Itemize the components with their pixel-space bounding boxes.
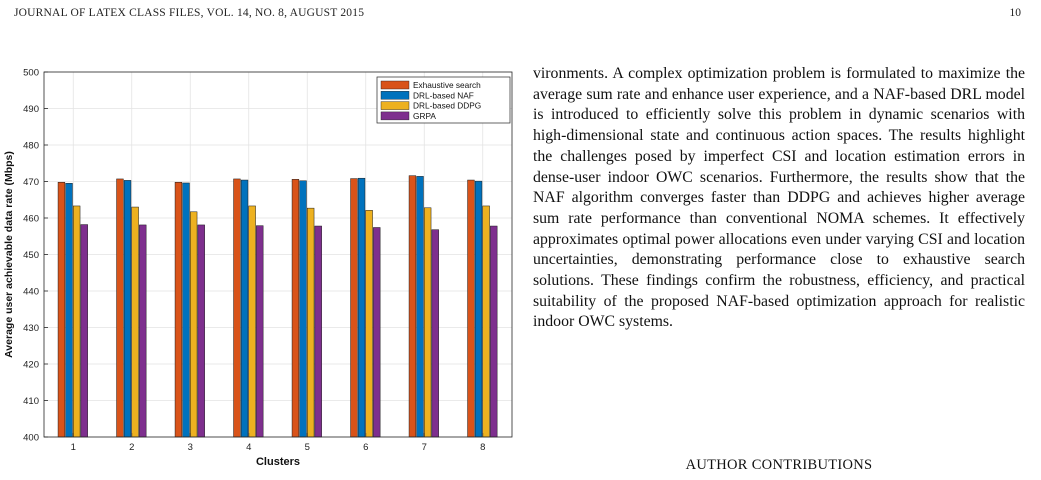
running-header: JOURNAL OF LATEX CLASS FILES, VOL. 14, N… bbox=[14, 7, 365, 19]
bar-drl-based-naf-cluster-1 bbox=[65, 183, 73, 438]
bar-drl-based-naf-cluster-2 bbox=[123, 180, 132, 438]
section-heading: AUTHOR CONTRIBUTIONS bbox=[685, 457, 873, 473]
legend-label: Exhaustive search bbox=[413, 80, 481, 90]
bar-chart: 400 410 420 430 440 450 460 470 480 490 500 1 2 3 4 5 6 7… bbox=[3, 68, 513, 468]
y-axis-label: Average user achievable data rate (Mbps) bbox=[3, 151, 15, 358]
legend-swatch bbox=[380, 101, 410, 110]
y-tick-label: 460 bbox=[23, 214, 39, 225]
bar-drl-based-ddpg-cluster-4 bbox=[248, 205, 256, 438]
bar-exhaustive-search-cluster-4 bbox=[233, 178, 241, 438]
bar-grpa-cluster-8 bbox=[490, 225, 498, 438]
bar-drl-based-naf-cluster-4 bbox=[240, 179, 249, 438]
bar-drl-based-ddpg-cluster-6 bbox=[365, 210, 373, 438]
y-tick-label: 480 bbox=[23, 141, 39, 152]
bar-grpa-cluster-3 bbox=[197, 224, 205, 438]
y-tick-label: 440 bbox=[23, 287, 39, 298]
y-tick-label: 490 bbox=[23, 104, 39, 115]
bar-drl-based-ddpg-cluster-7 bbox=[424, 207, 432, 438]
bar-drl-based-ddpg-cluster-2 bbox=[131, 206, 139, 438]
bar-grpa-cluster-1 bbox=[80, 224, 88, 438]
bar-drl-based-ddpg-cluster-3 bbox=[190, 211, 198, 438]
x-tick-label: 6 bbox=[363, 442, 368, 453]
x-tick-label: 5 bbox=[305, 442, 310, 453]
bar-drl-based-naf-cluster-8 bbox=[474, 180, 483, 438]
legend-label: DRL-based DDPG bbox=[413, 101, 481, 111]
bar-drl-based-ddpg-cluster-8 bbox=[482, 205, 490, 438]
bar-drl-based-naf-cluster-5 bbox=[299, 180, 307, 438]
body-paragraph: vironments. A complex optimization probl… bbox=[533, 65, 1025, 331]
bar-exhaustive-search-cluster-1 bbox=[57, 181, 66, 438]
bar-chart-figure: 400 410 420 430 440 450 460 470 480 490 500 1 2 3 4 5 6 7… bbox=[0, 56, 520, 480]
y-tick-label: 410 bbox=[23, 396, 39, 407]
bar-exhaustive-search-cluster-6 bbox=[350, 178, 358, 438]
x-axis-label: Clusters bbox=[256, 456, 300, 468]
bar-grpa-cluster-6 bbox=[373, 227, 381, 438]
bar-exhaustive-search-cluster-5 bbox=[291, 179, 300, 438]
bar-drl-based-ddpg-cluster-1 bbox=[73, 205, 81, 438]
x-tick-label: 1 bbox=[71, 442, 76, 453]
y-tick-label: 430 bbox=[23, 323, 39, 334]
legend-label: DRL-based NAF bbox=[413, 90, 474, 100]
y-tick-label: 400 bbox=[23, 433, 39, 444]
bar-exhaustive-search-cluster-3 bbox=[174, 181, 183, 438]
x-tick-label: 4 bbox=[246, 442, 251, 453]
bar-grpa-cluster-7 bbox=[431, 229, 439, 438]
x-tick-label: 7 bbox=[422, 442, 427, 453]
x-tick-label: 8 bbox=[480, 442, 485, 453]
legend-swatch bbox=[380, 80, 410, 90]
bar-drl-based-naf-cluster-6 bbox=[357, 177, 366, 438]
bar-exhaustive-search-cluster-2 bbox=[116, 178, 124, 438]
x-tick-label: 2 bbox=[129, 442, 134, 453]
bar-exhaustive-search-cluster-8 bbox=[467, 179, 475, 438]
y-tick-label: 500 bbox=[23, 68, 39, 79]
legend-label: GRPA bbox=[413, 111, 436, 121]
bar-drl-based-ddpg-cluster-5 bbox=[307, 207, 315, 438]
y-tick-label: 420 bbox=[23, 360, 39, 371]
legend-swatch bbox=[380, 91, 410, 100]
y-tick-label: 470 bbox=[23, 177, 39, 188]
legend-swatch bbox=[380, 111, 410, 121]
x-tick-label: 3 bbox=[188, 442, 193, 453]
page-number: 10 bbox=[1009, 7, 1022, 19]
y-tick-label: 450 bbox=[23, 250, 39, 261]
bar-grpa-cluster-2 bbox=[139, 224, 147, 438]
bar-grpa-cluster-5 bbox=[314, 225, 322, 438]
bar-drl-based-naf-cluster-3 bbox=[182, 182, 190, 438]
bar-grpa-cluster-4 bbox=[256, 225, 264, 438]
bar-exhaustive-search-cluster-7 bbox=[408, 175, 417, 438]
bar-drl-based-naf-cluster-7 bbox=[416, 176, 424, 438]
